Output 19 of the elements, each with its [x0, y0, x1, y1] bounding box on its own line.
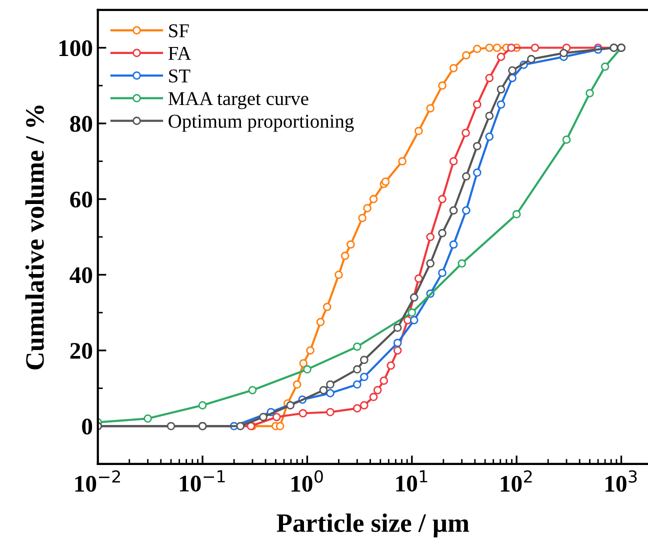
y-tick-label: 0: [82, 418, 92, 435]
y-tick-label: 80: [70, 116, 92, 132]
x-tick-label: 10$^{1}$: [396, 470, 428, 492]
x-tick-label: 10$^{2}$: [500, 470, 532, 492]
legend-label: MAA target curve: [168, 92, 308, 110]
legend-label: SF: [169, 24, 189, 38]
legend-label: Optimum proportioning: [168, 114, 354, 132]
x-axis-title: Particle size / µm: [276, 513, 470, 538]
y-axis-title: Cumulative volume / %: [25, 106, 44, 370]
legend-label: FA: [168, 46, 192, 60]
y-tick-label: 20: [70, 342, 92, 359]
x-tick-label: 10$^{−2}$: [75, 470, 120, 492]
x-tick-label: 10$^{−1}$: [180, 470, 225, 492]
y-tick-label: 60: [70, 192, 92, 208]
y-tick-label: 40: [70, 267, 92, 284]
x-tick-label: 10$^{0}$: [292, 470, 323, 492]
y-tick-label: 100: [59, 40, 92, 56]
legend-label: ST: [169, 69, 190, 83]
x-tick-label: 10$^{3}$: [606, 470, 637, 492]
